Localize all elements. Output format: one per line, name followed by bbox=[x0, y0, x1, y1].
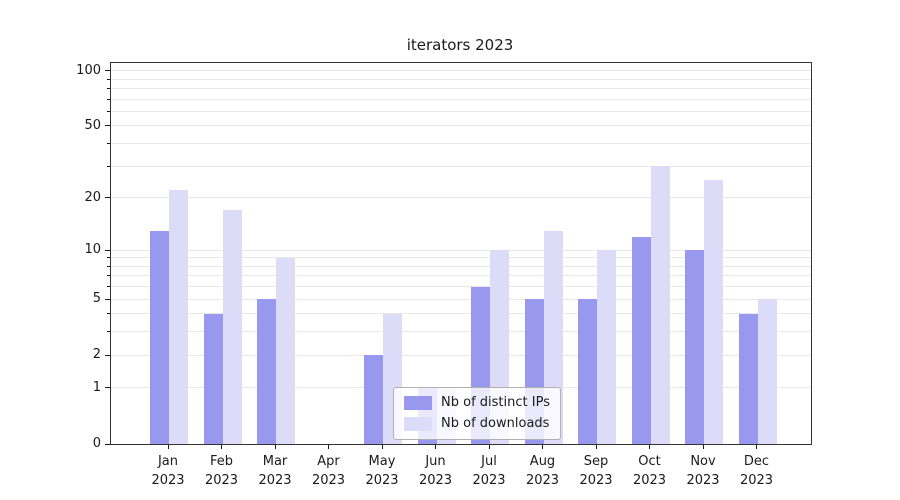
y-tick-5 bbox=[105, 298, 110, 300]
y-tick-10 bbox=[105, 249, 110, 251]
gridline-70 bbox=[111, 98, 811, 100]
y-tick-label-0: 0 bbox=[92, 436, 101, 451]
gridline-6 bbox=[111, 286, 811, 288]
x-tick-aug bbox=[542, 445, 543, 449]
legend-swatch-downloads bbox=[404, 416, 433, 431]
gridline-7 bbox=[111, 275, 811, 277]
x-tick-feb bbox=[221, 445, 222, 449]
y-minor-tick-3 bbox=[107, 331, 110, 333]
x-tick-label-sep: Sep 2023 bbox=[579, 454, 613, 488]
x-tick-label-jun: Jun 2023 bbox=[418, 454, 453, 488]
gridline-3 bbox=[111, 331, 811, 333]
y-minor-tick-80 bbox=[107, 87, 110, 89]
bar-distinct-ips-dec bbox=[738, 313, 758, 444]
y-tick-label-20: 20 bbox=[84, 189, 101, 205]
bar-downloads-mar bbox=[276, 257, 295, 444]
x-tick-label-jul: Jul 2023 bbox=[472, 454, 506, 488]
x-tick-apr bbox=[328, 445, 329, 449]
gridline-10 bbox=[111, 249, 811, 251]
gridline-60 bbox=[111, 110, 811, 112]
y-minor-tick-90 bbox=[107, 78, 110, 80]
gridline-9 bbox=[111, 257, 811, 259]
x-tick-may bbox=[381, 445, 383, 449]
x-tick-jul bbox=[488, 445, 490, 449]
y-tick-label-2: 2 bbox=[92, 347, 101, 363]
bar-distinct-ips-mar bbox=[257, 299, 276, 444]
y-minor-tick-8 bbox=[107, 265, 110, 267]
y-minor-tick-30 bbox=[107, 165, 110, 167]
x-tick-label-aug: Aug 2023 bbox=[525, 454, 560, 488]
x-tick-label-oct: Oct 2023 bbox=[632, 454, 667, 488]
plot-area: Nb of distinct IPs Nb of downloads bbox=[110, 62, 812, 445]
x-tick-oct bbox=[649, 445, 650, 449]
bar-downloads-sep bbox=[597, 250, 616, 444]
gridline-2 bbox=[111, 354, 811, 356]
bar-distinct-ips-feb bbox=[203, 313, 223, 444]
legend-label-distinct-ips: Nb of distinct IPs bbox=[441, 395, 550, 410]
legend-item-distinct-ips: Nb of distinct IPs bbox=[404, 395, 550, 410]
y-tick-50 bbox=[105, 125, 110, 127]
y-minor-tick-7 bbox=[107, 275, 110, 277]
gridline-20 bbox=[111, 197, 811, 199]
y-minor-tick-70 bbox=[107, 98, 110, 100]
x-tick-sep bbox=[595, 445, 597, 449]
legend-item-downloads: Nb of downloads bbox=[404, 416, 550, 431]
legend: Nb of distinct IPs Nb of downloads bbox=[393, 387, 561, 440]
gridline-30 bbox=[111, 165, 811, 167]
y-minor-tick-40 bbox=[107, 143, 110, 145]
x-tick-label-feb: Feb 2023 bbox=[204, 454, 239, 488]
bar-downloads-feb bbox=[222, 210, 242, 444]
y-minor-tick-4 bbox=[107, 313, 110, 315]
gridline-50 bbox=[111, 125, 811, 127]
gridline-40 bbox=[111, 143, 811, 145]
x-tick-dec bbox=[756, 445, 757, 449]
y-tick-label-10: 10 bbox=[84, 242, 101, 257]
legend-swatch-distinct-ips bbox=[404, 395, 433, 410]
gridline-8 bbox=[111, 265, 811, 267]
bar-downloads-dec bbox=[757, 299, 777, 444]
x-tick-label-apr: Apr 2023 bbox=[311, 454, 346, 488]
bar-distinct-ips-sep bbox=[578, 299, 597, 444]
gridline-5 bbox=[111, 298, 811, 300]
y-tick-2 bbox=[105, 354, 110, 356]
gridline-90 bbox=[111, 78, 811, 80]
gridline-80 bbox=[111, 88, 811, 89]
x-tick-jun bbox=[435, 445, 436, 449]
bar-distinct-ips-oct bbox=[631, 236, 651, 444]
gridline-4 bbox=[111, 313, 811, 315]
y-minor-tick-60 bbox=[107, 110, 110, 112]
y-tick-1 bbox=[105, 387, 110, 389]
x-tick-label-may: May 2023 bbox=[365, 454, 399, 488]
bar-downloads-oct bbox=[650, 166, 670, 444]
x-tick-label-jan: Jan 2023 bbox=[151, 454, 185, 488]
y-tick-0 bbox=[105, 443, 110, 445]
legend-label-downloads: Nb of downloads bbox=[441, 416, 550, 431]
bar-downloads-nov bbox=[704, 180, 723, 444]
bar-distinct-ips-may bbox=[364, 355, 383, 444]
chart-title: iterators 2023 bbox=[406, 36, 514, 54]
x-tick-label-dec: Dec 2023 bbox=[739, 454, 774, 488]
x-tick-jan bbox=[167, 445, 169, 449]
bar-downloads-jan bbox=[169, 190, 188, 444]
x-tick-nov bbox=[702, 445, 704, 449]
x-tick-mar bbox=[274, 445, 276, 449]
y-tick-label-50: 50 bbox=[84, 117, 101, 133]
y-minor-tick-9 bbox=[107, 257, 110, 259]
bar-distinct-ips-nov bbox=[685, 250, 704, 444]
bar-distinct-ips-jan bbox=[150, 230, 169, 444]
y-tick-100 bbox=[105, 70, 110, 72]
y-tick-label-100: 100 bbox=[76, 62, 101, 78]
y-tick-label-1: 1 bbox=[92, 379, 101, 395]
x-tick-label-nov: Nov 2023 bbox=[686, 454, 720, 488]
y-minor-tick-6 bbox=[107, 286, 110, 288]
gridline-100 bbox=[111, 70, 811, 72]
y-tick-label-5: 5 bbox=[92, 291, 101, 307]
y-tick-20 bbox=[105, 197, 110, 199]
x-tick-label-mar: Mar 2023 bbox=[258, 454, 292, 488]
